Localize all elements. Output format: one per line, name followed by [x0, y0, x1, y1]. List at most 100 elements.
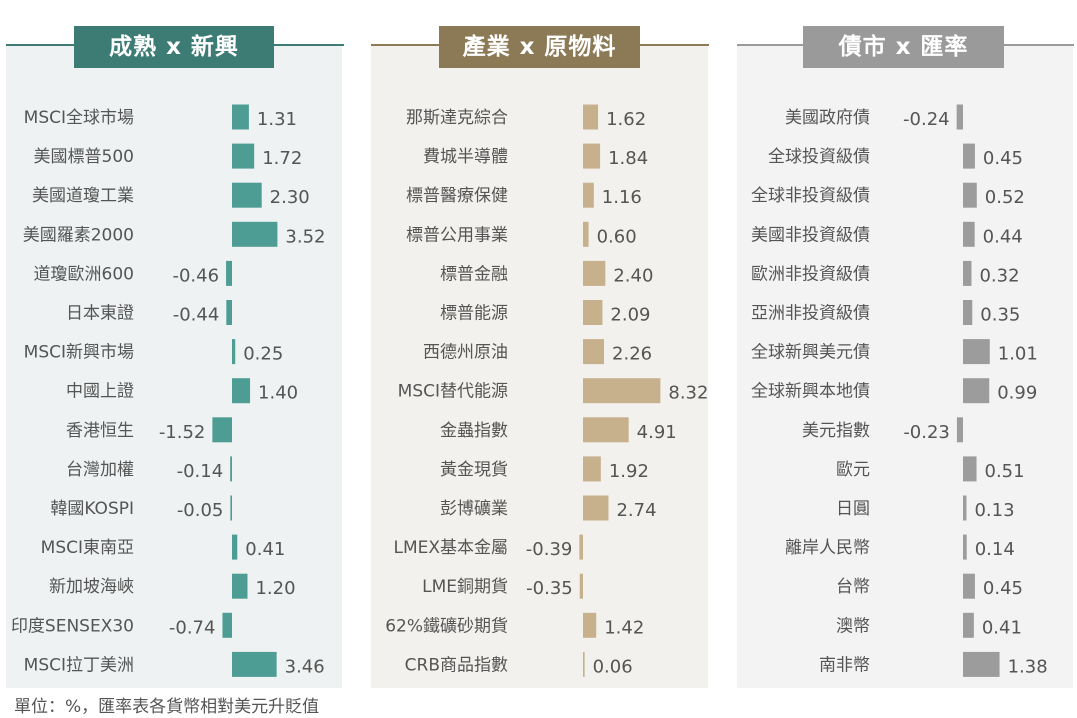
- value-label: 0.60: [597, 226, 637, 247]
- value-label: 0.99: [997, 383, 1037, 404]
- bar: [583, 260, 606, 286]
- bar: [583, 495, 609, 521]
- value-label: 1.40: [258, 383, 298, 404]
- value-label: 1.92: [609, 461, 649, 482]
- category-label: 中國上證: [66, 382, 134, 402]
- bar: [963, 378, 990, 404]
- bar: [230, 495, 232, 521]
- category-label: 黃金現貨: [440, 460, 508, 480]
- category-label: 彭博礦業: [440, 499, 508, 519]
- category-label: 歐洲非投資級債: [751, 264, 870, 284]
- panel-industry-commodity-title: 產業 x 原物料: [439, 26, 640, 68]
- panel-bond-fx-title: 債市 x 匯率: [803, 26, 1004, 68]
- value-label: 1.01: [998, 344, 1038, 365]
- bar: [230, 456, 232, 482]
- category-label: 那斯達克綜合: [406, 108, 508, 128]
- category-label: MSCI新興市場: [24, 343, 134, 363]
- category-label: 62%鐵礦砂期貨: [385, 616, 508, 636]
- bar: [222, 612, 232, 638]
- bar: [583, 417, 629, 443]
- value-label: -1.52: [159, 422, 206, 443]
- bar: [963, 221, 975, 247]
- value-label: 0.35: [980, 305, 1020, 326]
- bar: [583, 104, 599, 130]
- value-label: 3.52: [285, 226, 325, 247]
- category-label: 全球投資級債: [768, 147, 870, 167]
- bar: [963, 651, 1000, 677]
- value-label: 8.32: [668, 383, 708, 404]
- bar: [963, 456, 977, 482]
- bar: [583, 378, 661, 404]
- value-label: 1.20: [255, 578, 295, 599]
- value-label: 0.14: [975, 539, 1015, 560]
- category-label: MSCI全球市場: [24, 108, 134, 128]
- bar: [226, 260, 232, 286]
- category-label: 香港恒生: [66, 421, 134, 441]
- category-label: 澳幣: [836, 616, 870, 636]
- value-label: 0.52: [985, 187, 1025, 208]
- category-label: 費城半導體: [423, 147, 508, 167]
- bar: [579, 573, 583, 599]
- bar: [583, 300, 603, 325]
- bar: [583, 339, 605, 365]
- value-label: 0.45: [983, 578, 1023, 599]
- category-label: 韓國KOSPI: [50, 499, 134, 519]
- bar: [956, 417, 963, 443]
- category-label: LMEX基本金屬: [393, 538, 508, 558]
- category-label: 美國道瓊工業: [32, 186, 134, 206]
- value-label: -0.24: [903, 109, 950, 130]
- bar: [963, 143, 975, 169]
- category-label: MSCI東南亞: [41, 538, 134, 558]
- bar: [963, 495, 967, 521]
- bar: [583, 651, 585, 677]
- category-label: LME銅期貨: [422, 577, 508, 597]
- chart-bond-fx: 美國政府債 -0.24 全球投資級債 0.45 全球非投資級債 0.52 美國非投資級債 0.…: [751, 104, 1048, 677]
- category-label: 西德州原油: [423, 343, 508, 363]
- value-label: 3.46: [285, 656, 325, 677]
- category-label: 美國非投資級債: [751, 225, 870, 245]
- value-label: 2.30: [270, 187, 310, 208]
- value-label: -0.74: [169, 617, 216, 638]
- value-label: 2.40: [613, 265, 653, 286]
- category-label: 全球新興本地債: [751, 382, 870, 402]
- value-label: -0.14: [177, 461, 224, 482]
- bar: [583, 143, 601, 169]
- panel-mature-emerging-title: 成熟 x 新興: [74, 26, 274, 68]
- bar: [956, 104, 963, 130]
- category-label: 美國羅素2000: [23, 225, 134, 245]
- category-label: 標普能源: [440, 304, 508, 324]
- footnote: 單位：%，匯率表各貨幣相對美元升貶值: [14, 697, 320, 717]
- category-label: 標普公用事業: [406, 225, 508, 245]
- chart-mature-emerging: MSCI全球市場 1.31 美國標普500 1.72 美國道瓊工業 2.30 美國羅素200…: [11, 104, 325, 677]
- category-label: 標普金融: [440, 264, 508, 284]
- bar: [232, 534, 238, 560]
- category-label: 日本東證: [66, 304, 134, 324]
- bar: [232, 104, 249, 130]
- value-label: 2.74: [616, 500, 656, 521]
- value-label: 0.13: [974, 500, 1014, 521]
- category-label: 標普醫療保健: [406, 186, 508, 206]
- bar: [226, 300, 232, 325]
- bar: [232, 221, 278, 247]
- bar: [232, 182, 262, 208]
- category-label: 全球非投資級債: [751, 186, 870, 206]
- bar: [963, 182, 977, 208]
- value-label: 1.72: [262, 148, 302, 169]
- category-label: 金蟲指數: [440, 421, 508, 441]
- bar: [583, 221, 589, 247]
- bar: [963, 260, 972, 286]
- category-label: 美國標普500: [34, 147, 134, 167]
- category-label: 亞洲非投資級債: [751, 304, 870, 324]
- category-label: 新加坡海峽: [49, 577, 134, 597]
- value-label: 1.16: [602, 187, 642, 208]
- value-label: -0.23: [903, 422, 950, 443]
- bar: [963, 612, 974, 638]
- panel-bond-fx: [737, 44, 1073, 688]
- category-label: 美國政府債: [785, 108, 870, 128]
- bar: [583, 182, 594, 208]
- category-label: 印度SENSEX30: [11, 616, 134, 636]
- value-label: 0.45: [983, 148, 1023, 169]
- value-label: 0.32: [979, 265, 1019, 286]
- bar: [232, 339, 236, 365]
